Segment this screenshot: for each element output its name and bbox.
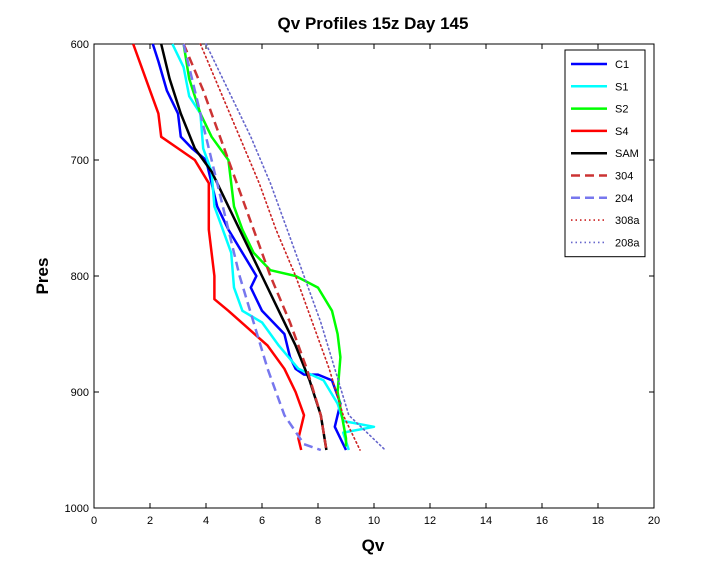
y-tick-label: 800 xyxy=(71,271,89,283)
legend-label: 308a xyxy=(615,215,640,227)
y-tick-label: 700 xyxy=(71,155,89,167)
x-tick-label: 18 xyxy=(592,515,604,527)
x-tick-label: 16 xyxy=(536,515,548,527)
series-line-c1 xyxy=(151,43,348,451)
y-tick-label: 600 xyxy=(71,39,89,51)
series-line-s1 xyxy=(171,43,376,451)
series-line-308a xyxy=(199,43,361,451)
x-tick-label: 20 xyxy=(648,515,660,527)
legend-label: SAM xyxy=(615,148,639,160)
series-line-204 xyxy=(182,43,322,452)
x-tick-label: 10 xyxy=(368,515,380,527)
x-axis-title: Qv xyxy=(362,536,385,555)
x-tick-label: 0 xyxy=(91,515,97,527)
x-tick-label: 4 xyxy=(203,515,209,527)
x-tick-label: 6 xyxy=(259,515,265,527)
x-tick-label: 12 xyxy=(424,515,436,527)
x-tick-label: 8 xyxy=(315,515,321,527)
series-line-s4 xyxy=(132,43,306,451)
legend-label: S2 xyxy=(615,104,628,116)
y-tick-label: 1000 xyxy=(65,503,89,515)
series-line-sam xyxy=(159,43,328,451)
series-line-304 xyxy=(182,43,328,451)
series-line-s2 xyxy=(182,43,348,447)
series-line-208a xyxy=(205,43,387,451)
legend-label: C1 xyxy=(615,59,629,71)
chart-title: Qv Profiles 15z Day 145 xyxy=(278,14,469,33)
legend-label: 208a xyxy=(615,237,640,249)
x-tick-label: 2 xyxy=(147,515,153,527)
y-axis-title: Pres xyxy=(33,258,52,295)
legend-label: 204 xyxy=(615,193,633,205)
x-tick-label: 14 xyxy=(480,515,492,527)
legend: C1 S1 S2 S4 SAM 304 204 308a 208a xyxy=(564,49,646,258)
legend-label: 304 xyxy=(615,171,633,183)
plot-area: 0 2 4 6 8 10 12 14 16 18 20 600 700 800 900 1000 xyxy=(65,39,661,527)
legend-label: S1 xyxy=(615,81,628,93)
y-tick-label: 900 xyxy=(71,387,89,399)
legend-label: S4 xyxy=(615,126,628,138)
